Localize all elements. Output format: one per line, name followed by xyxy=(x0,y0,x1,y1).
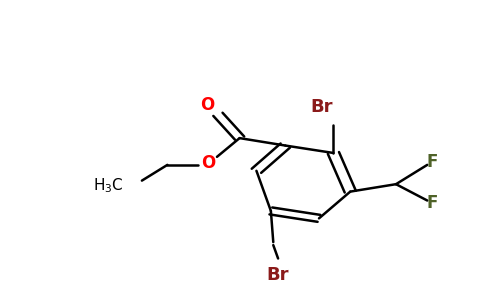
Text: Br: Br xyxy=(267,266,289,284)
Text: F: F xyxy=(426,194,438,212)
Text: Br: Br xyxy=(310,98,333,116)
Text: F: F xyxy=(426,153,438,171)
Text: O: O xyxy=(201,154,215,172)
Text: H$_3$C: H$_3$C xyxy=(93,176,123,195)
Text: O: O xyxy=(200,95,214,113)
